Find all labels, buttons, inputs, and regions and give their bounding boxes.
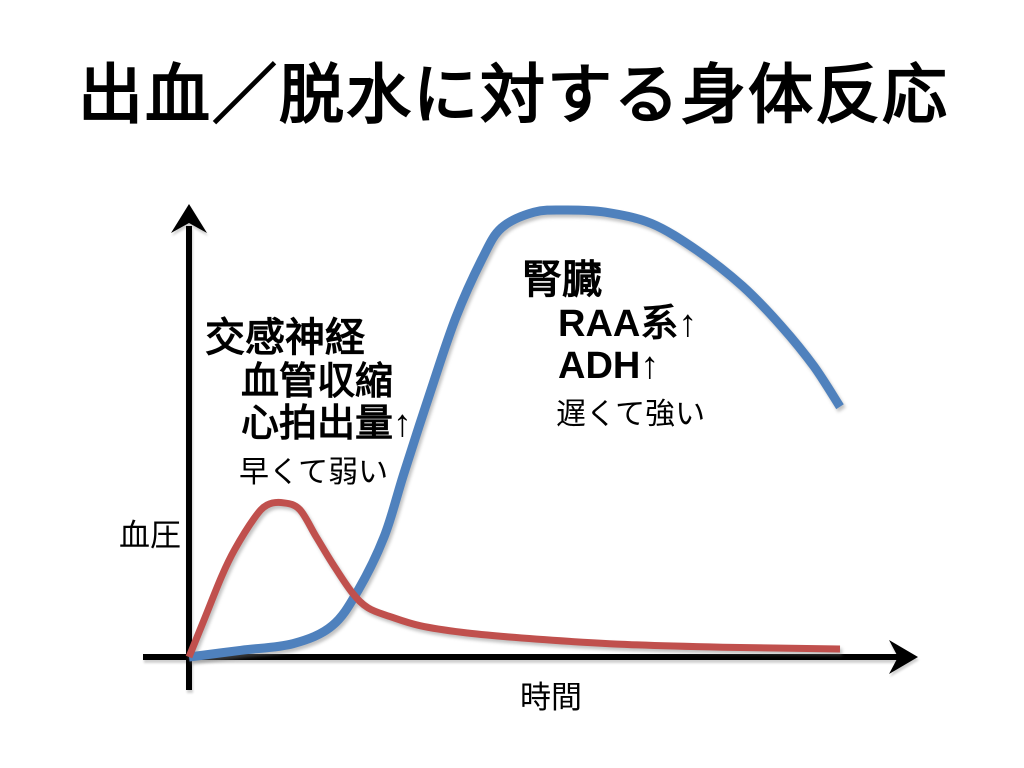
annotation-sympathetic: 交感神経 血管収縮 心拍出量↑ 早くて弱い bbox=[205, 316, 412, 489]
annotation-sympathetic-line1: 血管収縮 bbox=[241, 360, 394, 403]
annotation-kidney: 腎臓 RAA系↑ ADH↑ 遅くて強い bbox=[522, 258, 705, 431]
annotation-kidney-note: 遅くて強い bbox=[556, 397, 706, 431]
annotation-sympathetic-line2: 心拍出量↑ bbox=[241, 403, 413, 446]
kidney-response-curve bbox=[188, 205, 844, 662]
sympathetic-response-curve bbox=[185, 498, 841, 659]
y-axis-label: 血圧 bbox=[119, 518, 181, 553]
annotation-kidney-line2: ADH↑ bbox=[558, 345, 660, 388]
x-axis-label: 時間 bbox=[520, 680, 582, 715]
x-axis-arrowhead-icon bbox=[889, 640, 918, 674]
annotation-kidney-heading: 腎臓 bbox=[522, 258, 602, 302]
annotation-kidney-line1: RAA系↑ bbox=[558, 302, 698, 345]
annotation-sympathetic-heading: 交感神経 bbox=[205, 316, 365, 360]
slide-title: 出血／脱水に対する身体反応 bbox=[78, 58, 950, 131]
y-axis-arrowhead-icon bbox=[171, 204, 207, 233]
annotation-sympathetic-note: 早くて弱い bbox=[239, 455, 389, 489]
axes bbox=[143, 204, 918, 690]
